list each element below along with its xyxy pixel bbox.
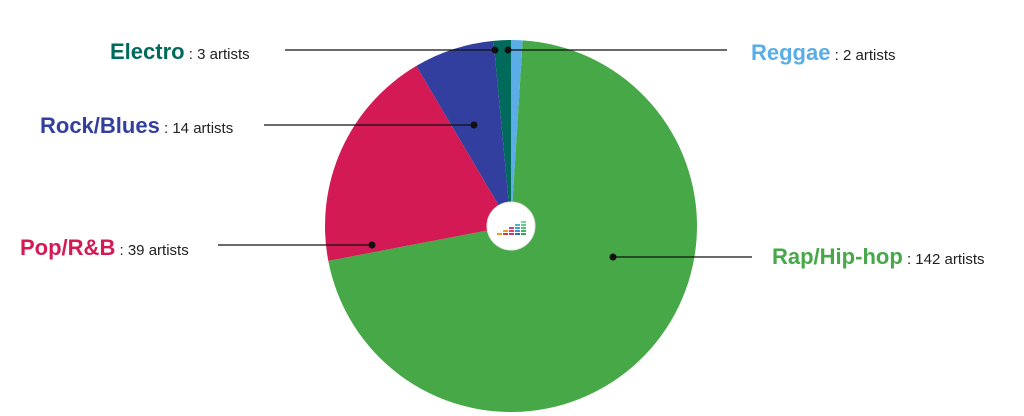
label-separator: :: [834, 47, 839, 64]
slice-count: 14 artists: [172, 120, 234, 137]
pie-slice-electro: [493, 40, 511, 226]
center-logo: [486, 201, 536, 251]
leader-dot: [470, 121, 478, 129]
label-separator: :: [188, 46, 193, 63]
pie-slice-pop-r-b: [324, 65, 511, 261]
deezer-logo-icon: [497, 221, 526, 235]
slice-count: 2 artists: [843, 47, 896, 64]
pie-slice-rock-blues: [416, 40, 511, 226]
leader-dot: [491, 46, 499, 54]
leader-lines: [218, 46, 752, 261]
slice-name: Rap/Hip-hop: [772, 244, 903, 269]
label-separator: :: [164, 120, 169, 137]
leader-dot: [504, 46, 512, 54]
slice-label-reggae: Reggae : 2 artists: [751, 42, 896, 64]
pie-slice-reggae: [511, 40, 523, 226]
slice-label-electro: Electro : 3 artists: [110, 41, 250, 63]
slice-count: 3 artists: [197, 46, 250, 63]
slice-count: 142 artists: [915, 251, 985, 268]
slice-label-rock-blues: Rock/Blues : 14 artists: [40, 115, 233, 137]
logo-badge: [486, 201, 536, 251]
slice-name: Rock/Blues: [40, 113, 160, 138]
leader-dot: [609, 253, 617, 261]
slice-name: Electro: [110, 39, 185, 64]
slice-name: Pop/R&B: [20, 235, 116, 260]
slice-label-rap-hip-hop: Rap/Hip-hop : 142 artists: [772, 246, 984, 268]
slice-count: 39 artists: [127, 242, 189, 259]
slice-name: Reggae: [751, 40, 831, 65]
label-separator: :: [119, 242, 124, 259]
label-separator: :: [906, 251, 912, 268]
leader-dot: [368, 241, 376, 249]
slice-label-pop-rnb: Pop/R&B : 39 artists: [20, 237, 189, 259]
